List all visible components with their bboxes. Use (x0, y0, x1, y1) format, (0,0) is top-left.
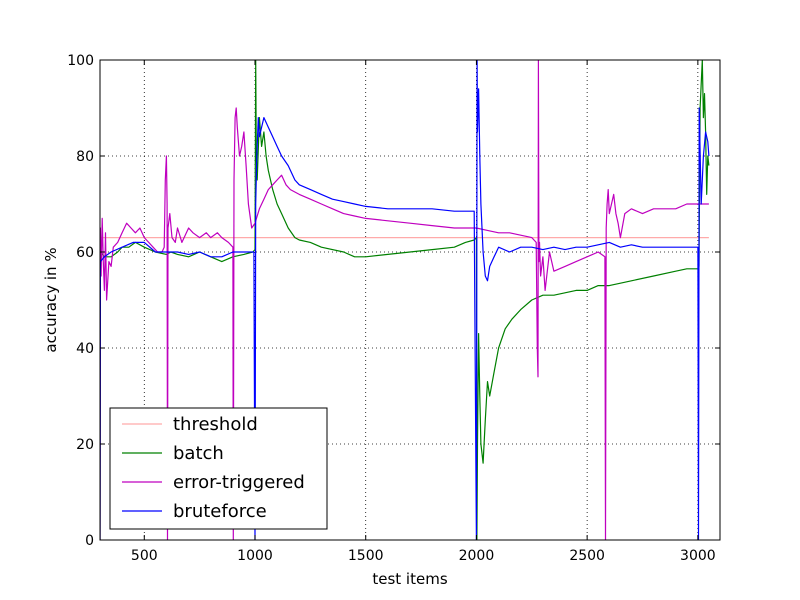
axis-ticks: 500 1000 1500 2000 2500 3000 0 20 40 60 80 100 (67, 53, 720, 564)
x-tick-label: 500 (131, 548, 158, 564)
legend-label-threshold: threshold (173, 414, 258, 435)
x-tick-label: 1500 (348, 548, 384, 564)
series-lines (100, 60, 710, 540)
legend-box (109, 407, 328, 530)
y-tick-label: 40 (76, 341, 94, 357)
y-tick-label: 60 (76, 245, 94, 261)
y-tick-label: 80 (76, 149, 94, 165)
x-tick-label: 3000 (680, 548, 716, 564)
legend-label-bruteforce: bruteforce (173, 501, 267, 522)
y-tick-label: 100 (67, 53, 94, 69)
legend-label-error-triggered: error-triggered (173, 472, 305, 493)
y-axis-label: accuracy in % (42, 247, 60, 352)
x-axis-label: test items (372, 570, 447, 588)
legend: threshold batch error-triggered bruteforce (109, 407, 328, 530)
y-tick-label: 0 (85, 533, 94, 549)
y-tick-label: 20 (76, 437, 94, 453)
x-tick-label: 2500 (569, 548, 605, 564)
x-tick-label: 2000 (459, 548, 495, 564)
x-tick-label: 1000 (237, 548, 273, 564)
series-line-bruteforce (100, 60, 710, 540)
plot-frame (99, 59, 721, 541)
series-line-error-triggered (100, 60, 709, 540)
legend-label-batch: batch (173, 443, 224, 464)
